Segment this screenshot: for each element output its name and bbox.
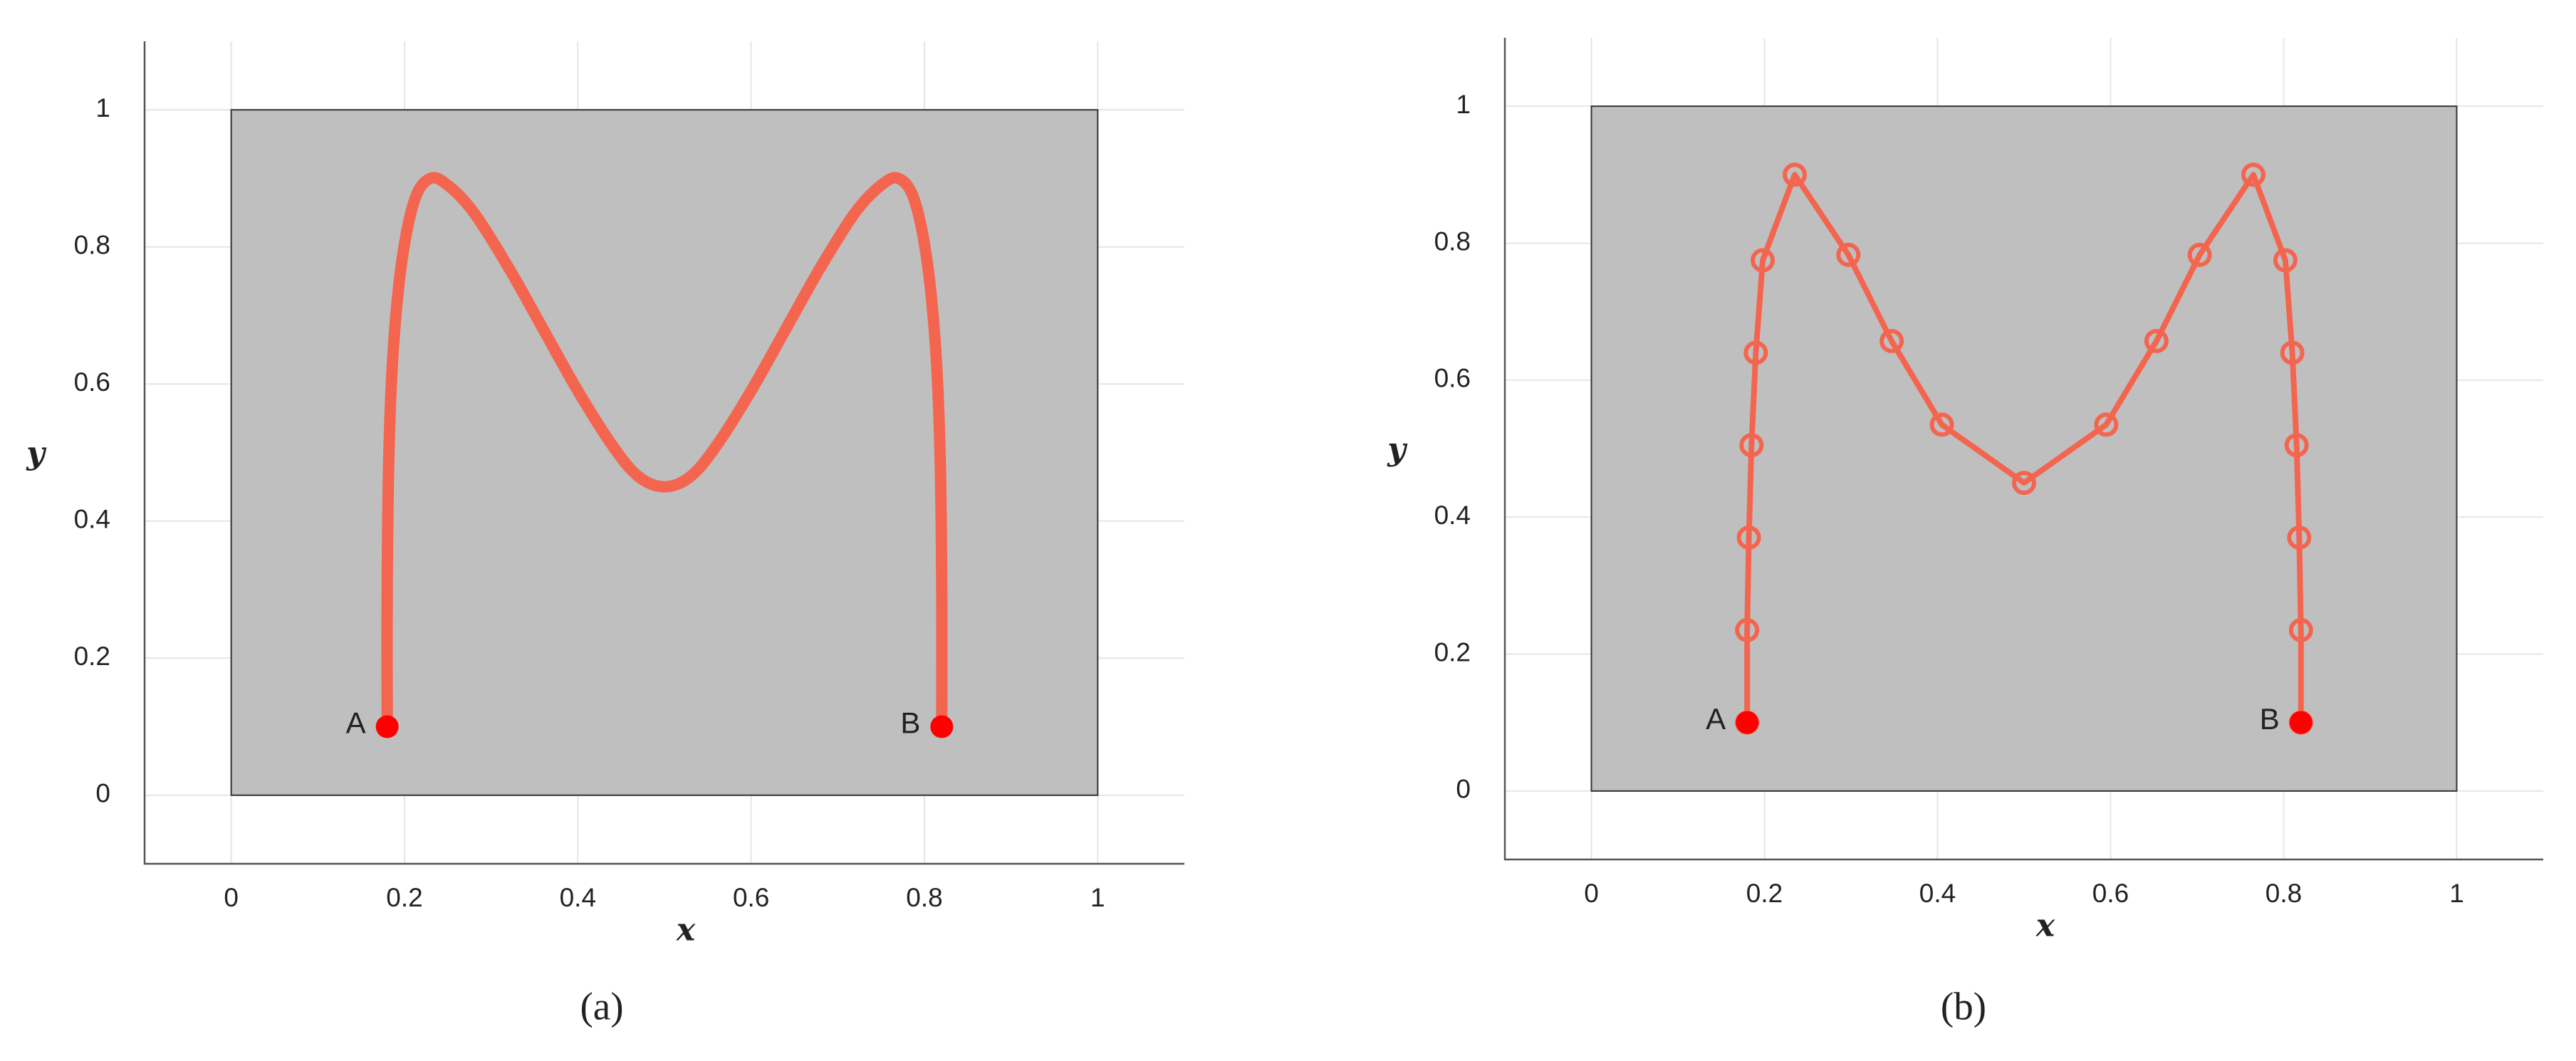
marker <box>1751 248 1775 273</box>
x-tick-label: 0.4 <box>1919 879 1956 908</box>
marker <box>2094 412 2119 437</box>
x-tick-label: 0 <box>1584 879 1599 908</box>
x-tick-label: 0.8 <box>906 883 942 912</box>
region <box>230 109 1099 796</box>
series-line <box>1744 172 2304 726</box>
axis-line <box>143 41 1184 865</box>
marker <box>2012 471 2036 496</box>
point-label: A <box>1706 702 1726 736</box>
y-tick-label: 1 <box>1456 90 1471 119</box>
y-tick-label: 0.2 <box>74 642 110 671</box>
marker <box>1736 526 1761 550</box>
marker <box>1783 162 1808 187</box>
y-tick-label: 1 <box>95 93 110 122</box>
y-tick-label: 0 <box>1456 775 1471 804</box>
marker <box>1735 617 1760 642</box>
y-tick-label: 0.6 <box>74 367 110 397</box>
marker <box>2288 617 2313 642</box>
marker <box>2187 242 2212 267</box>
point-marker <box>2289 711 2312 734</box>
x-tick-label: 0.2 <box>386 883 422 912</box>
x-tick-label: 0.2 <box>1746 879 1783 908</box>
y-tick-label: 0.8 <box>74 231 110 260</box>
x-axis-label: x <box>2035 908 2055 944</box>
marker <box>2273 248 2298 273</box>
point-label: A <box>346 706 366 740</box>
marker <box>2280 340 2305 365</box>
y-axis-label: y <box>1387 432 1408 468</box>
y-tick-label: 0.8 <box>1434 226 1471 256</box>
marker <box>2241 162 2265 187</box>
point-marker <box>375 715 399 738</box>
y-tick-label: 0.4 <box>1434 501 1471 530</box>
marker <box>1929 412 1954 437</box>
point-label: B <box>2260 702 2280 736</box>
y-axis-label: y <box>26 435 47 471</box>
marker <box>1739 433 1764 458</box>
marker <box>2287 526 2312 550</box>
y-tick-label: 0.4 <box>74 505 110 534</box>
x-tick-label: 0.8 <box>2265 879 2302 908</box>
y-tick-label: 0.2 <box>1434 637 1471 667</box>
x-tick-label: 0.6 <box>2092 879 2129 908</box>
marker <box>1836 242 1861 267</box>
caption: (b) <box>1941 985 1986 1028</box>
marker <box>2144 329 2169 354</box>
point-marker <box>1736 711 1759 734</box>
caption: (a) <box>580 985 623 1028</box>
x-tick-label: 0.6 <box>733 883 769 912</box>
axis-line <box>1503 38 2543 861</box>
point-marker <box>930 715 954 738</box>
series-line <box>381 172 948 733</box>
marker <box>1879 329 1904 354</box>
marker <box>1743 340 1768 365</box>
x-tick-label: 1 <box>1090 883 1105 912</box>
point-label: B <box>900 706 920 740</box>
y-tick-label: 0.6 <box>1434 364 1471 393</box>
x-tick-label: 1 <box>2449 879 2464 908</box>
x-tick-label: 0 <box>224 883 239 912</box>
region <box>1590 105 2458 792</box>
x-tick-label: 0.4 <box>560 883 596 912</box>
marker <box>2284 433 2309 458</box>
x-axis-label: x <box>676 912 696 948</box>
y-tick-label: 0 <box>95 779 110 808</box>
